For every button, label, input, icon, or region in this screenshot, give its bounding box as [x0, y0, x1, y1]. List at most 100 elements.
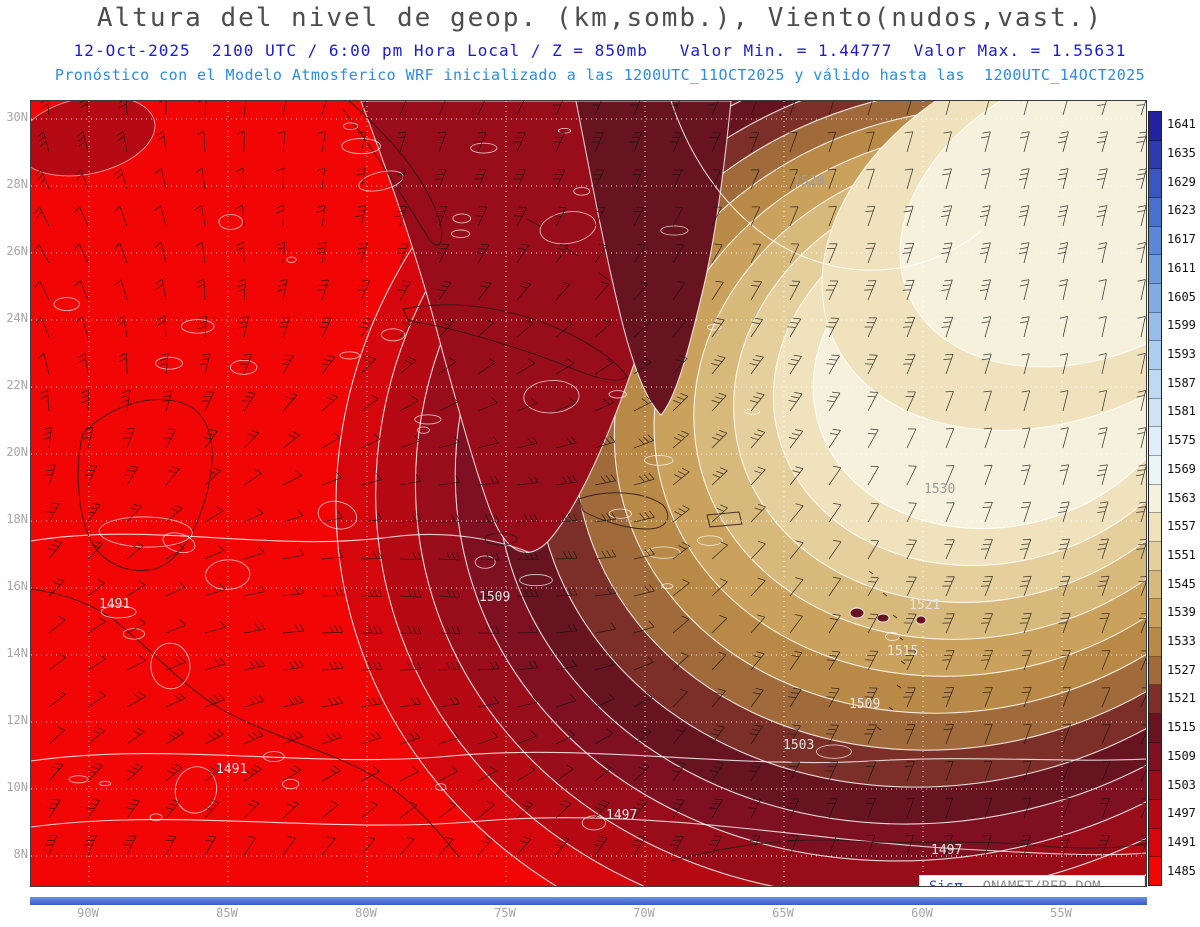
contour-lines-layer: [31, 101, 1146, 856]
colorbar-value: 1623: [1167, 203, 1196, 218]
colorbar-value: 1569: [1167, 461, 1196, 476]
lon-label: 85W: [216, 906, 238, 920]
colorbar-segment: [1149, 857, 1161, 886]
lon-label: 55W: [1050, 906, 1072, 920]
colorbar-segment: [1149, 140, 1161, 170]
contour-label: 1497: [606, 808, 637, 823]
colorbar-segment: [1149, 341, 1161, 371]
colorbar-segment: [1149, 542, 1161, 571]
noise-contours-layer: [53, 122, 927, 831]
watermark-brand: Sisπ: [929, 879, 963, 887]
lat-label: 22N: [6, 378, 28, 392]
wind-barbs-layer: [34, 101, 1146, 856]
colorbar-value: 1533: [1167, 634, 1196, 649]
colorbar-segment: [1149, 599, 1161, 629]
colorbar-value: 1563: [1167, 490, 1196, 505]
lat-label: 14N: [6, 646, 28, 660]
colorbar: [1148, 111, 1162, 886]
lat-label: 24N: [6, 311, 28, 325]
colorbar-value: 1611: [1167, 260, 1196, 275]
colorbar-segment: [1149, 198, 1161, 227]
colorbar-segment: [1149, 255, 1161, 285]
lon-label: 70W: [633, 906, 655, 920]
watermark: Sisπ - ONAMET/REP.DOM.: [919, 875, 1145, 887]
colorbar-value: 1599: [1167, 318, 1196, 333]
contour-label: 1520: [793, 174, 824, 189]
bottom-bar: [30, 897, 1147, 905]
map-canvas: 1520 1530 1521 1515 1509 1503 1497 1497 1509 1491…: [30, 100, 1147, 887]
colorbar-segment: [1149, 398, 1161, 428]
lat-label: 8N: [13, 847, 28, 861]
colorbar-value: 1575: [1167, 433, 1196, 448]
contour-label: 1491: [99, 597, 130, 612]
colorbar-value: 1557: [1167, 519, 1196, 534]
contour-label: 1509: [849, 697, 880, 712]
colorbar-segment: [1149, 628, 1161, 657]
lon-label: 75W: [494, 906, 516, 920]
lat-label: 12N: [6, 713, 28, 727]
colorbar-value: 1551: [1167, 547, 1196, 562]
lat-label: 16N: [6, 579, 28, 593]
colorbar-value: 1593: [1167, 346, 1196, 361]
colorbar-value: 1635: [1167, 146, 1196, 161]
colorbar-value: 1617: [1167, 232, 1196, 247]
lat-label: 26N: [6, 244, 28, 258]
colorbar-value: 1491: [1167, 834, 1196, 849]
forecast-info-line: Pronóstico con el Modelo Atmosferico WRF…: [54, 66, 1146, 84]
lat-label: 28N: [6, 177, 28, 191]
colorbar-segment: [1149, 714, 1161, 743]
valid-time-line: 12-Oct-2025 2100 UTC / 6:00 pm Hora Loca…: [73, 41, 1127, 60]
colorbar-segment: [1149, 112, 1161, 141]
colorbar-value: 1509: [1167, 748, 1196, 763]
lat-label: 18N: [6, 512, 28, 526]
lon-label: 80W: [355, 906, 377, 920]
colorbar-segment: [1149, 312, 1161, 342]
lon-label: 90W: [77, 906, 99, 920]
contour-label: 1509: [479, 590, 510, 605]
colorbar-value: 1521: [1167, 691, 1196, 706]
lon-label: 60W: [911, 906, 933, 920]
colorbar-value: 1515: [1167, 720, 1196, 735]
colorbar-value: 1587: [1167, 375, 1196, 390]
colorbar-segment: [1149, 284, 1161, 313]
colorbar-segment: [1149, 685, 1161, 715]
colorbar-value: 1527: [1167, 662, 1196, 677]
lat-label: 10N: [6, 780, 28, 794]
contour-bands-layer: [31, 101, 1146, 886]
colorbar-segment: [1149, 513, 1161, 543]
colorbar-value: 1581: [1167, 404, 1196, 419]
colorbar-value: 1629: [1167, 174, 1196, 189]
contour-label: 1521: [909, 598, 940, 613]
page-title: Altura del nivel de geop. (km,somb.), Vi…: [96, 3, 1104, 33]
colorbar-value: 1503: [1167, 777, 1196, 792]
lat-label: 20N: [6, 445, 28, 459]
colorbar-segment: [1149, 828, 1161, 858]
colorbar-value: 1641: [1167, 117, 1196, 132]
contour-labels-layer: 1520 1530 1521 1515 1509 1503 1497 1497 1509 1491…: [99, 174, 962, 858]
colorbar-segment: [1149, 226, 1161, 256]
lat-label: 30N: [6, 110, 28, 124]
colorbar-segment: [1149, 169, 1161, 199]
contour-label: 1503: [783, 738, 814, 753]
colorbar-segment: [1149, 456, 1161, 485]
colorbar-value: 1539: [1167, 605, 1196, 620]
contour-label: 1491: [216, 762, 247, 777]
colorbar-segment: [1149, 800, 1161, 829]
contour-label: 1497: [931, 843, 962, 858]
colorbar-segment: [1149, 570, 1161, 600]
colorbar-value: 1605: [1167, 289, 1196, 304]
contour-label: 1530: [924, 482, 955, 497]
colorbar-segment: [1149, 656, 1161, 686]
colorbar-segment: [1149, 771, 1161, 801]
colorbar-segment: [1149, 427, 1161, 457]
colorbar-value: 1545: [1167, 576, 1196, 591]
colorbar-segment: [1149, 370, 1161, 399]
geopotential-contour-map: 1520 1530 1521 1515 1509 1503 1497 1497 1509 1491…: [31, 101, 1146, 886]
contour-label: 1515: [887, 644, 918, 659]
colorbar-value: 1497: [1167, 806, 1196, 821]
watermark-text: - ONAMET/REP.DOM.: [965, 879, 1110, 887]
lon-label: 65W: [772, 906, 794, 920]
colorbar-value: 1485: [1167, 863, 1196, 878]
colorbar-segment: [1149, 742, 1161, 772]
